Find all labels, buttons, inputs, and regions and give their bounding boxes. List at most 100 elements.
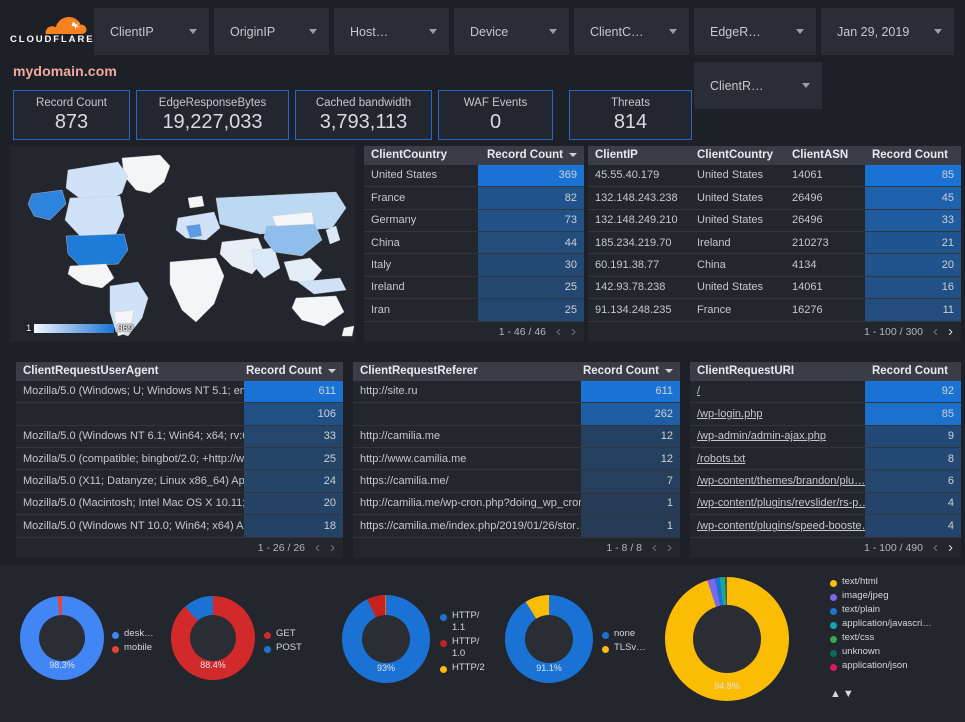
filter-dropdown-3[interactable]: Device [454, 8, 569, 55]
table-row[interactable]: Ireland 25 [364, 276, 584, 300]
table-row[interactable]: 132.148.243.238 United States 26496 45 [588, 187, 961, 210]
http-method-donut[interactable]: 88.4% GET POST [160, 566, 320, 722]
filter-dropdown-4[interactable]: ClientC… [574, 8, 689, 55]
legend-item[interactable]: application/json [830, 660, 932, 672]
column-header-1[interactable]: Record Count [244, 365, 343, 377]
table-row[interactable]: 132.148.249.210 United States 26496 33 [588, 209, 961, 232]
table-row[interactable]: 142.93.78.238 United States 14061 16 [588, 276, 961, 300]
table-cell-label[interactable]: /wp-admin/admin-ajax.php [697, 430, 827, 443]
table-row[interactable]: 45.55.40.179 United States 14061 85 [588, 164, 961, 188]
legend-item[interactable]: text/plain [830, 604, 932, 616]
kpi-card-4[interactable]: Threats 814 [569, 90, 692, 140]
table-row[interactable]: http://site.ru 611 [353, 380, 680, 404]
table-row[interactable]: 91.134.248.235 France 16276 11 [588, 299, 961, 322]
content-type-donut[interactable]: 94.8% text/html image/jpeg text/plain applic… [644, 566, 965, 722]
table-row[interactable]: https://camilia.me/7 [353, 470, 680, 493]
table-row[interactable]: 106 [16, 403, 343, 426]
legend-item[interactable]: HTTP/ 1.1 [440, 610, 485, 634]
pagination-next-button[interactable]: › [571, 323, 576, 341]
kpi-card-2[interactable]: Cached bandwidth 3,793,113 [295, 90, 432, 140]
pagination-next-button[interactable]: › [948, 539, 953, 557]
table-row[interactable]: /wp-content/plugins/speed-booste… 4 [690, 515, 961, 538]
legend-item[interactable]: none [602, 628, 646, 640]
column-header-3[interactable]: Record Count [865, 149, 961, 161]
table-row[interactable]: http://camilia.me 12 [353, 425, 680, 448]
legend-item[interactable]: TLSv… [602, 642, 646, 654]
table-row[interactable]: Italy 30 [364, 254, 584, 277]
pagination-prev-button[interactable]: ‹ [933, 323, 938, 341]
column-header-0[interactable]: ClientCountry [364, 149, 478, 161]
table-row[interactable]: https://camilia.me/index.php/2019/01/26/… [353, 515, 680, 538]
table-row[interactable]: /wp-admin/admin-ajax.php 9 [690, 425, 961, 448]
table-cell-label[interactable]: / [697, 385, 701, 398]
legend-item[interactable]: image/jpeg [830, 590, 932, 602]
column-header-0[interactable]: ClientRequestUserAgent [16, 365, 244, 377]
table-row[interactable]: http://www.camilia.me 12 [353, 447, 680, 471]
column-header-2[interactable]: ClientASN [785, 149, 865, 161]
legend-item[interactable]: text/html [830, 576, 932, 588]
table-row[interactable]: China 44 [364, 231, 584, 255]
pagination-prev-button[interactable]: ‹ [556, 323, 561, 341]
legend-item[interactable]: unknown [830, 646, 932, 658]
device-type-donut[interactable]: 98.3% desk… mobile [0, 566, 160, 722]
table-row[interactable]: /robots.txt 8 [690, 447, 961, 471]
kpi-card-1[interactable]: EdgeResponseBytes 19,227,033 [136, 90, 289, 140]
table-row[interactable]: Mozilla/5.0 (compatible; bingbot/2.0; +h… [16, 447, 343, 471]
column-header-1[interactable]: ClientCountry [690, 149, 785, 161]
table-row[interactable]: France 82 [364, 187, 584, 210]
column-header-0[interactable]: ClientRequestReferer [353, 365, 581, 377]
table-row[interactable]: http://camilia.me/wp-cron.php?doing_wp_c… [353, 492, 680, 516]
table-row[interactable]: /wp-content/themes/brandon/plu… 6 [690, 470, 961, 493]
filter-dropdown-2[interactable]: Host… [334, 8, 449, 55]
table-row[interactable]: Mozilla/5.0 (Windows; U; Windows NT 5.1;… [16, 380, 343, 404]
table-row[interactable]: / 92 [690, 380, 961, 404]
column-header-1[interactable]: Record Count [865, 365, 961, 377]
pagination-next-button[interactable]: › [330, 539, 335, 557]
legend-item[interactable]: text/css [830, 632, 932, 644]
pagination-next-button[interactable]: › [948, 323, 953, 341]
table-row[interactable]: Mozilla/5.0 (Macintosh; Intel Mac OS X 1… [16, 492, 343, 516]
table-row[interactable]: 60.191.38.77 China 4134 20 [588, 254, 961, 277]
table-row[interactable]: Germany 73 [364, 209, 584, 232]
tls-version-donut[interactable]: 91.1% none TLSv… [494, 566, 646, 722]
table-cell-label[interactable]: /wp-content/themes/brandon/plu… [697, 475, 865, 488]
table-row[interactable]: Mozilla/5.0 (X11; Datanyze; Linux x86_64… [16, 470, 343, 493]
legend-item[interactable]: application/javascri… [830, 618, 932, 630]
column-header-0[interactable]: ClientIP [588, 149, 690, 161]
column-header-1[interactable]: Record Count [478, 149, 584, 161]
legend-item[interactable]: POST [264, 642, 302, 654]
legend-sort-arrows[interactable]: ▲▼ [830, 688, 856, 700]
table-row[interactable]: Mozilla/5.0 (Windows NT 6.1; Win64; x64;… [16, 425, 343, 448]
legend-item[interactable]: HTTP/2 [440, 662, 485, 674]
filter-dropdown-0[interactable]: ClientIP [94, 8, 209, 55]
table-row[interactable]: 185.234.219.70 Ireland 210273 21 [588, 231, 961, 255]
table-row[interactable]: United States 369 [364, 164, 584, 188]
world-map-panel[interactable]: 1 369 [10, 146, 355, 342]
table-cell-label[interactable]: /wp-content/plugins/revslider/rs-p… [697, 497, 865, 510]
pagination-next-button[interactable]: › [667, 539, 672, 557]
kpi-card-0[interactable]: Record Count 873 [13, 90, 130, 140]
http-protocol-donut[interactable]: 93% HTTP/ 1.1 HTTP/ 1.0 HTTP/2 [330, 566, 490, 722]
table-row[interactable]: 262 [353, 403, 680, 426]
pagination-prev-button[interactable]: ‹ [652, 539, 657, 557]
table-row[interactable]: /wp-content/plugins/revslider/rs-p… 4 [690, 492, 961, 516]
table-cell-label[interactable]: /wp-login.php [697, 407, 763, 420]
table-cell-label[interactable]: /robots.txt [697, 452, 746, 465]
pagination-prev-button[interactable]: ‹ [315, 539, 320, 557]
kpi-card-3[interactable]: WAF Events 0 [438, 90, 553, 140]
legend-item[interactable]: GET [264, 628, 302, 640]
legend-item[interactable]: HTTP/ 1.0 [440, 636, 485, 660]
legend-item[interactable]: desk… [112, 628, 154, 640]
column-header-0[interactable]: ClientRequestURI [690, 365, 865, 377]
filter-dropdown-6[interactable]: Jan 29, 2019 [821, 8, 954, 55]
legend-item[interactable]: mobile [112, 642, 154, 654]
table-row[interactable]: /wp-login.php 85 [690, 403, 961, 426]
column-header-1[interactable]: Record Count [581, 365, 680, 377]
filter-dropdown-5[interactable]: EdgeR… [694, 8, 816, 55]
filter-dropdown-1[interactable]: OriginIP [214, 8, 329, 55]
filter-dropdown-7[interactable]: ClientR… [694, 62, 822, 109]
table-row[interactable]: Mozilla/5.0 (Windows NT 10.0; Win64; x64… [16, 515, 343, 538]
table-cell-label[interactable]: /wp-content/plugins/speed-booste… [697, 519, 865, 532]
pagination-prev-button[interactable]: ‹ [933, 539, 938, 557]
table-row[interactable]: Iran 25 [364, 299, 584, 322]
